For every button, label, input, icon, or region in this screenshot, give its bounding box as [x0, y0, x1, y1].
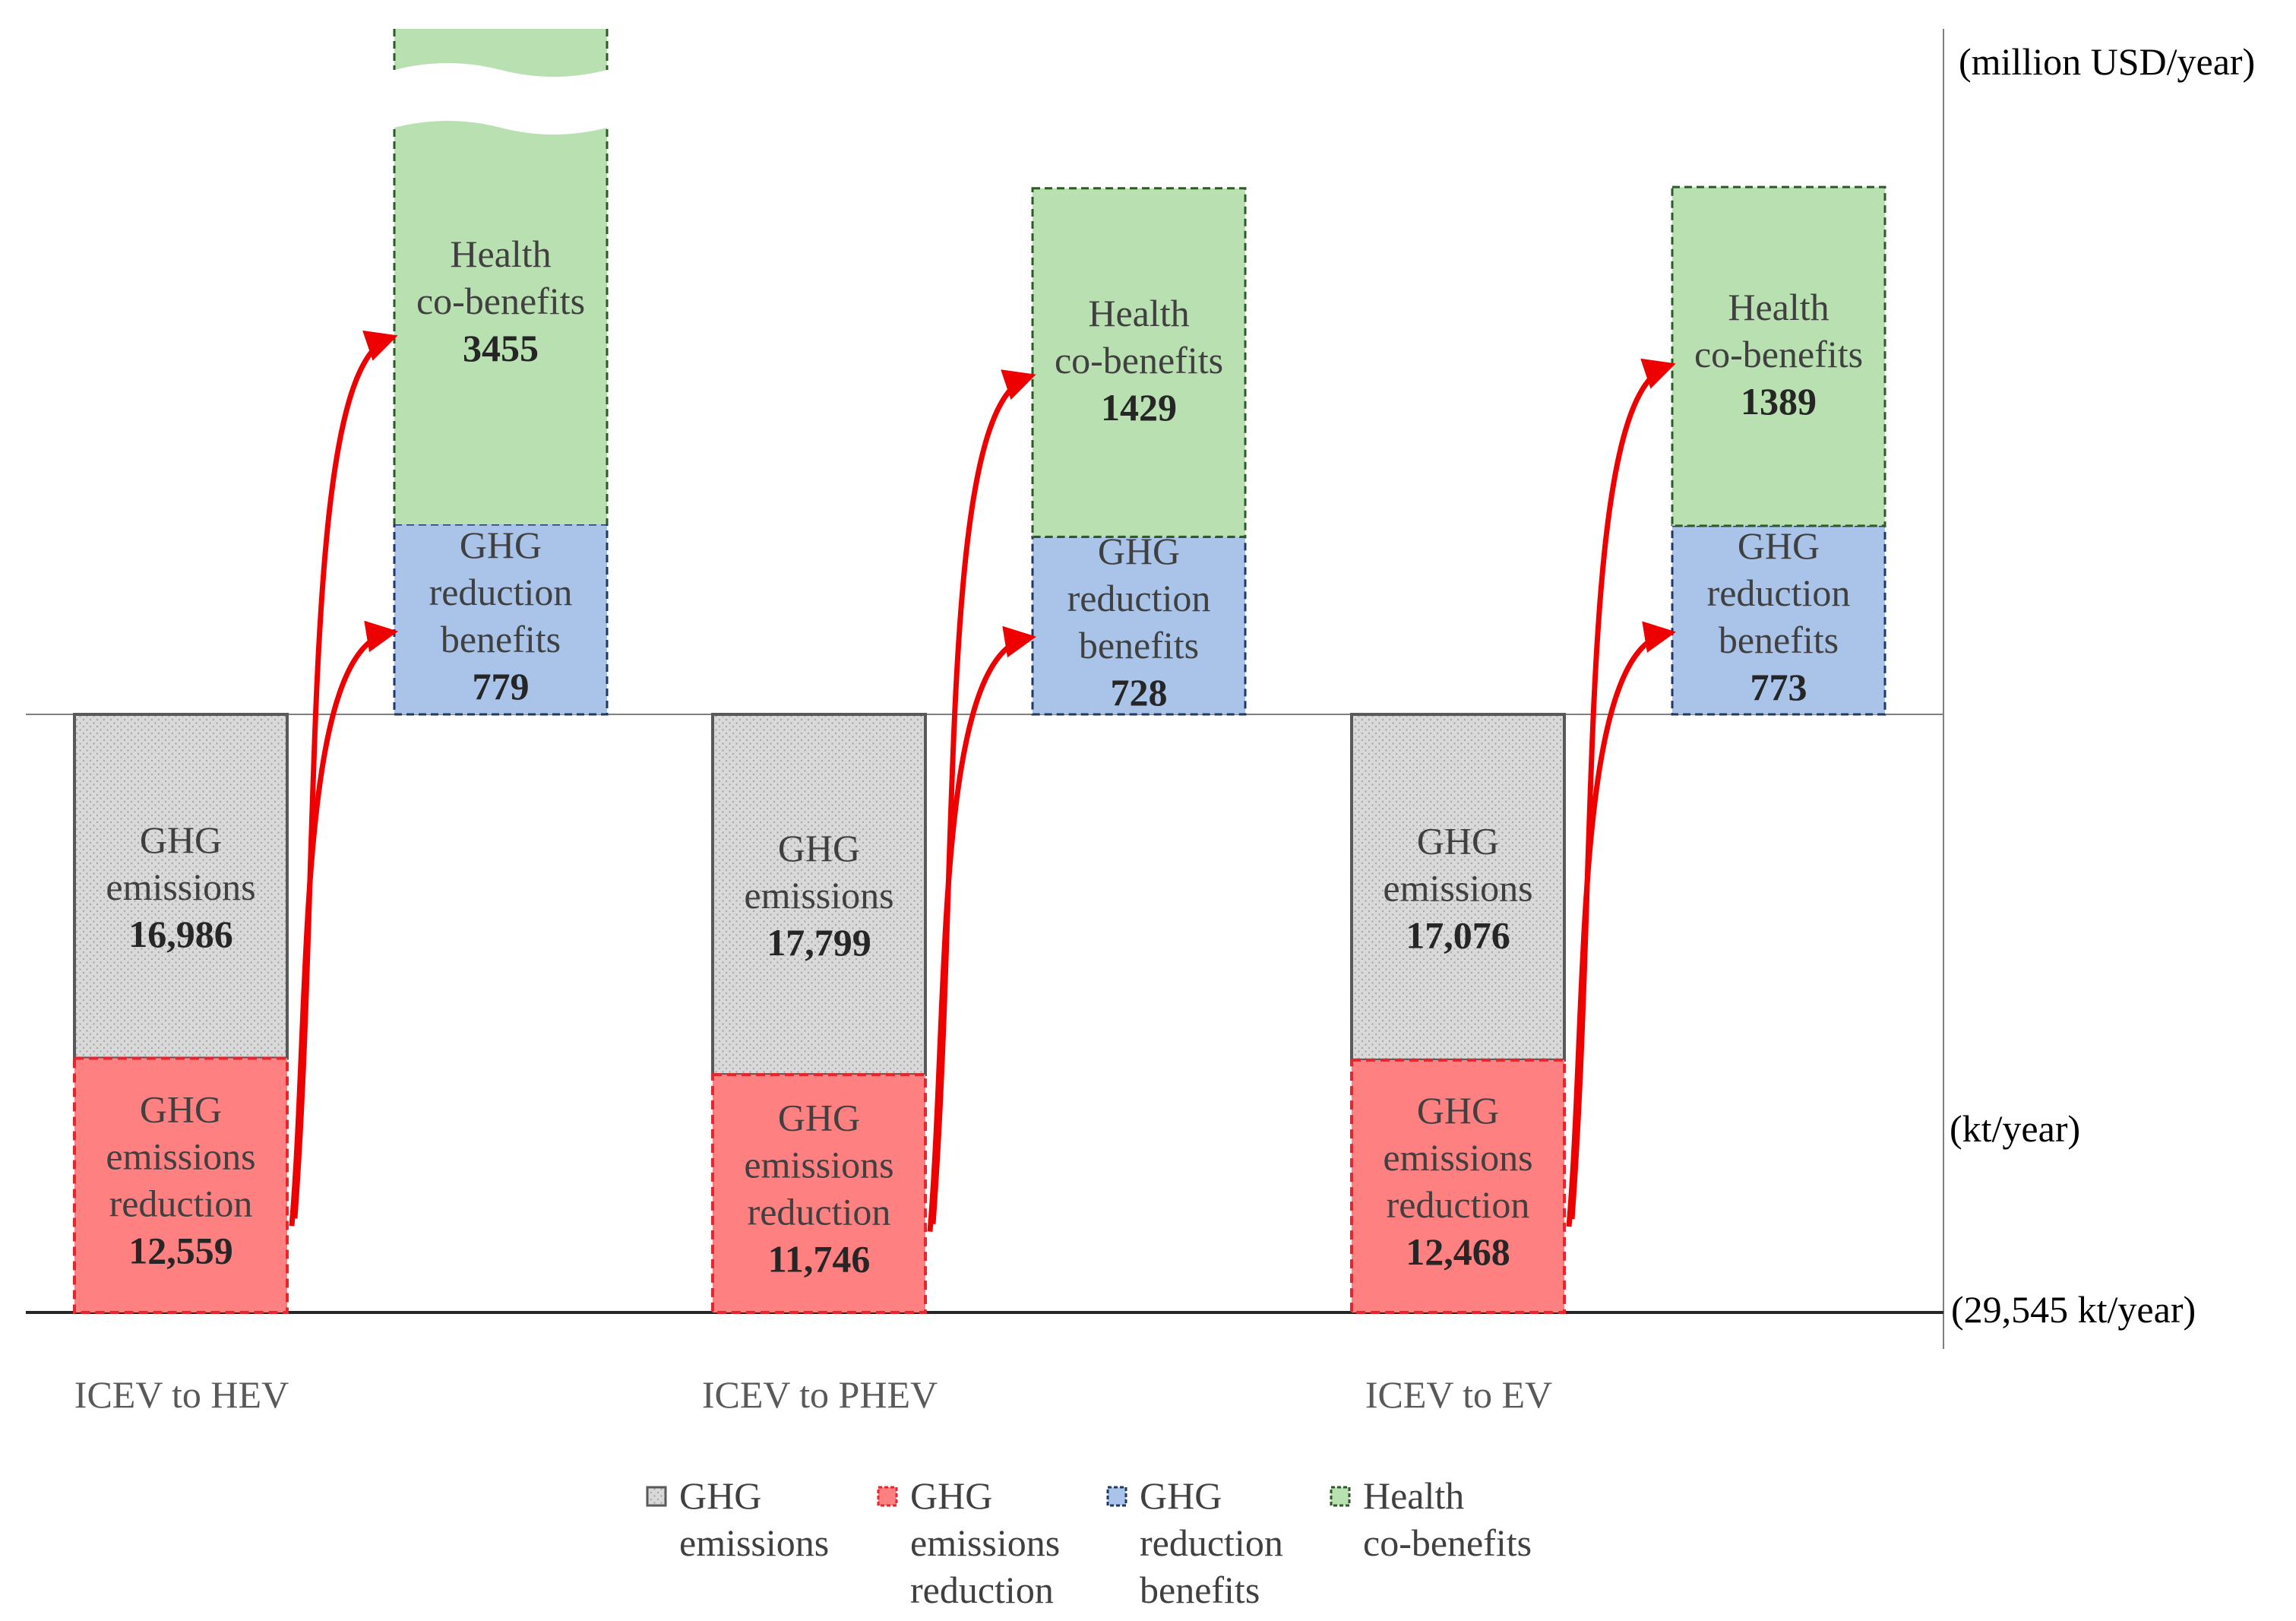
- emissions-label-line-1-2: emissions: [106, 866, 255, 908]
- emissions-label-line-2-2: emissions: [744, 874, 893, 917]
- emissions-value-2: 17,799: [767, 921, 871, 964]
- reduction-bar-3: [1350, 1058, 1566, 1314]
- reduction-label-line-3-2: emissions: [1383, 1136, 1532, 1179]
- health-value-1: 3455: [463, 327, 539, 369]
- category-label-1: ICEV to HEV: [74, 1373, 289, 1416]
- legend-label-ghg_benefits-1: GHG: [1140, 1474, 1222, 1517]
- emissions-value-1: 16,986: [128, 913, 233, 955]
- emissions-bar-1: [73, 713, 289, 1060]
- health-bar-2: [1031, 187, 1247, 538]
- reduction-bar-1: [73, 1056, 289, 1315]
- legend-label-health-2: co-benefits: [1363, 1521, 1532, 1564]
- reduction-value-2: 11,746: [768, 1238, 871, 1281]
- legend-label-emissions-1: GHG: [679, 1474, 761, 1517]
- arrow-to-health-3: [1569, 358, 1676, 1220]
- benefits-label-line-2-2: reduction: [1067, 577, 1211, 619]
- emissions-label-line-3-1: GHG: [1417, 819, 1499, 862]
- reduction-label-line-3-3: reduction: [1387, 1183, 1530, 1226]
- legend-label-reduction-1: GHG: [910, 1474, 992, 1517]
- emissions-bar-2: [711, 713, 927, 1077]
- benefits-label-line-1-1: GHG: [460, 524, 542, 566]
- benefits-label-line-3-2: reduction: [1707, 571, 1851, 614]
- benefits-label-line-3-3: benefits: [1719, 619, 1839, 661]
- legend-label-reduction-2: emissions: [910, 1521, 1060, 1564]
- emissions-label-line-1-1: GHG: [140, 818, 222, 861]
- category-label-3: ICEV to EV: [1365, 1373, 1552, 1416]
- reduction-value-3: 12,468: [1406, 1230, 1510, 1273]
- reduction-bar-2: [711, 1073, 927, 1315]
- benefits-label-line-2-3: benefits: [1079, 624, 1199, 666]
- emissions-label-line-3-2: emissions: [1383, 866, 1532, 909]
- health-label-line-3-1: Health: [1728, 286, 1829, 328]
- legend-label-ghg_benefits-3: benefits: [1140, 1569, 1260, 1611]
- benefits-bar-2: [1031, 535, 1247, 716]
- chart-root: (million USD/year) (kt/year) (29,545 kt/ye…: [26, 29, 2255, 1611]
- health-label-line-3-2: co-benefits: [1694, 333, 1863, 375]
- benefits-value-2: 728: [1111, 671, 1168, 714]
- reduction-label-line-3-1: GHG: [1417, 1089, 1499, 1132]
- health-bar-3: [1671, 185, 1886, 527]
- reduction-label-line-2-1: GHG: [778, 1097, 860, 1139]
- benefits-label-line-1-2: reduction: [429, 571, 573, 613]
- health-label-line-2-2: co-benefits: [1055, 339, 1223, 382]
- lower-unit-label: (kt/year): [1950, 1107, 2080, 1150]
- health-bar-1: [394, 121, 607, 524]
- arrow-to-health-2: [930, 369, 1036, 1224]
- reduction-label-line-1-2: emissions: [106, 1135, 255, 1178]
- emissions-label-line-2-1: GHG: [778, 827, 860, 869]
- reduction-label-line-1-3: reduction: [109, 1183, 253, 1225]
- legend-label-health-1: Health: [1363, 1474, 1464, 1517]
- reduction-label-line-1-1: GHG: [140, 1088, 222, 1131]
- benefits-label-line-3-1: GHG: [1738, 524, 1820, 567]
- legend-label-emissions-2: emissions: [679, 1521, 829, 1564]
- benefits-bar-1: [393, 523, 609, 716]
- benefits-value-1: 779: [473, 665, 530, 708]
- reduction-label-line-2-2: emissions: [744, 1144, 893, 1186]
- health-label-line-2-1: Health: [1088, 292, 1189, 334]
- upper-unit-label: (million USD/year): [1959, 40, 2255, 83]
- legend-swatch-reduction: [877, 1486, 898, 1507]
- legend-label-reduction-3: reduction: [910, 1569, 1054, 1611]
- benefits-label-line-1-3: benefits: [441, 618, 561, 660]
- legend-label-ghg_benefits-2: reduction: [1140, 1521, 1283, 1564]
- health-bar-1-break-cap: [394, 29, 607, 77]
- benefits-bar-3: [1671, 524, 1886, 716]
- arrow-to-health-1: [292, 331, 398, 1219]
- reduction-value-1: 12,559: [128, 1230, 233, 1272]
- health-value-2: 1429: [1101, 386, 1177, 429]
- reduction-label-line-2-3: reduction: [748, 1191, 891, 1233]
- legend-swatch-ghg_benefits: [1106, 1486, 1127, 1507]
- health-label-line-1-1: Health: [450, 233, 551, 275]
- category-label-2: ICEV to PHEV: [702, 1373, 938, 1416]
- legend-swatch-emissions: [646, 1486, 667, 1507]
- legend-swatch-health: [1330, 1486, 1351, 1507]
- emissions-value-3: 17,076: [1406, 913, 1510, 956]
- health-value-3: 1389: [1741, 380, 1817, 423]
- benefits-value-3: 773: [1750, 666, 1807, 708]
- baseline-total-label: (29,545 kt/year): [1951, 1288, 2196, 1331]
- health-label-line-1-2: co-benefits: [416, 280, 585, 322]
